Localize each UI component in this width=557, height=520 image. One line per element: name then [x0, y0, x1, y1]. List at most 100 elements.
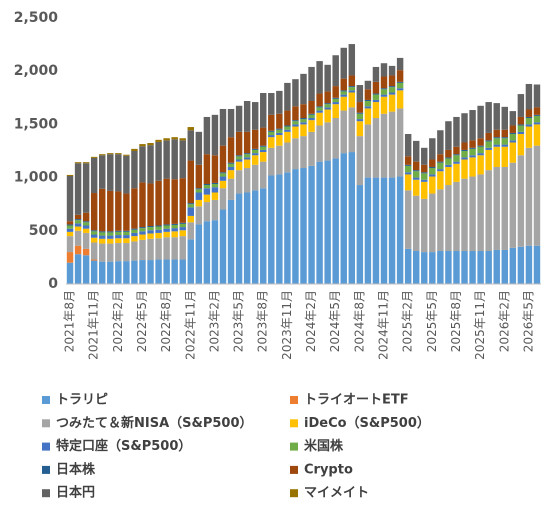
bar-segment [163, 140, 170, 179]
bar-segment [396, 82, 404, 89]
bar-segment [163, 138, 170, 141]
bar-segment [445, 149, 452, 158]
bar-segment [396, 176, 404, 284]
bar-segment [364, 99, 372, 101]
bar-segment [82, 255, 90, 284]
bar-segment [268, 135, 275, 138]
bar-segment [485, 251, 492, 284]
bar-segment [123, 231, 130, 236]
bar-segment [316, 161, 323, 284]
bar-segment [139, 182, 146, 228]
bar-segment [195, 224, 203, 284]
bar-segment [412, 170, 420, 172]
bar-segment [276, 174, 283, 284]
bar-segment [525, 118, 533, 125]
bar-segment [187, 127, 195, 131]
bar-segment [276, 132, 283, 136]
bar-segment [477, 174, 484, 252]
bar-segment [525, 83, 533, 110]
bar-segment [195, 199, 203, 207]
bar-segment [340, 96, 347, 111]
bar-segment [251, 190, 259, 284]
bar-segment [235, 105, 243, 132]
legend-label: iDeCo（S&P500） [304, 415, 430, 431]
bar-segment [211, 183, 219, 188]
y-tick-label: 0 [48, 276, 58, 292]
bar-segment [429, 168, 436, 175]
bar-segment [501, 144, 508, 147]
bar-segment [372, 118, 380, 178]
bar-segment [179, 230, 186, 237]
bar-segment [203, 202, 211, 222]
bar-segment [533, 145, 541, 246]
bar-segment [74, 223, 82, 227]
bar-segment [501, 146, 508, 167]
bar-segment [115, 235, 122, 239]
bar-segment [372, 93, 380, 95]
bar-segment [235, 170, 243, 194]
bar-segment [115, 191, 122, 231]
bar-segment [211, 182, 219, 184]
bar-segment [509, 125, 517, 133]
bar-segment [66, 228, 74, 232]
y-tick-label: 1,500 [14, 116, 59, 132]
bar-segment [517, 116, 525, 125]
bar-segment [227, 137, 235, 163]
bar-segment [429, 138, 436, 160]
bar-segment [308, 113, 315, 115]
bar-segment [364, 80, 372, 90]
bar-segment [300, 118, 307, 120]
bar-segment [171, 139, 178, 180]
bar-segment [147, 226, 154, 228]
bar-segment [493, 138, 500, 145]
bar-segment [227, 108, 235, 138]
bar-segment [421, 198, 428, 253]
bar-segment [243, 154, 251, 158]
bar-segment [525, 245, 533, 284]
bar-segment [437, 189, 444, 252]
bar-segment [340, 78, 347, 91]
bar-segment [187, 239, 195, 284]
legend-swatch [42, 465, 50, 474]
bar-segment [372, 177, 380, 284]
bar-segment [412, 161, 420, 171]
bar-segment [332, 158, 339, 284]
legend-swatch [42, 489, 50, 498]
bar-segment [66, 176, 74, 222]
bar-segment [388, 177, 396, 284]
bar-segment [324, 91, 331, 104]
bar-segment [493, 144, 500, 147]
bar-segment [437, 251, 444, 284]
bar-segment [461, 178, 468, 252]
bar-segment [292, 124, 299, 127]
bar-segment [284, 110, 291, 126]
bar-segment [453, 161, 460, 164]
bar-segment [276, 90, 283, 114]
bar-segment [123, 155, 130, 194]
bar-segment [195, 192, 203, 200]
bar-segment [517, 94, 525, 117]
bar-segment [525, 116, 533, 119]
bar-segment [82, 221, 90, 223]
bar-segment [155, 259, 162, 284]
bar-segment [485, 149, 492, 171]
bar-segment [82, 163, 90, 213]
bar-segment [364, 100, 372, 107]
bar-segment [332, 86, 339, 98]
bar-segment [131, 188, 138, 229]
bar-segment [356, 112, 364, 114]
bar-segment [203, 154, 211, 184]
bar-segment [421, 172, 428, 174]
bar-segment [308, 131, 315, 166]
bar-segment [179, 236, 186, 260]
bar-segment [99, 243, 106, 262]
bar-segment [421, 179, 428, 182]
bar-segment [445, 251, 452, 284]
bar-segment [412, 251, 420, 284]
bar-segment [445, 157, 452, 159]
bar-segment [340, 47, 347, 79]
bar-segment [187, 203, 195, 205]
bar-segment [300, 73, 307, 105]
bar-segment [340, 110, 347, 154]
bar-segment [517, 246, 525, 284]
